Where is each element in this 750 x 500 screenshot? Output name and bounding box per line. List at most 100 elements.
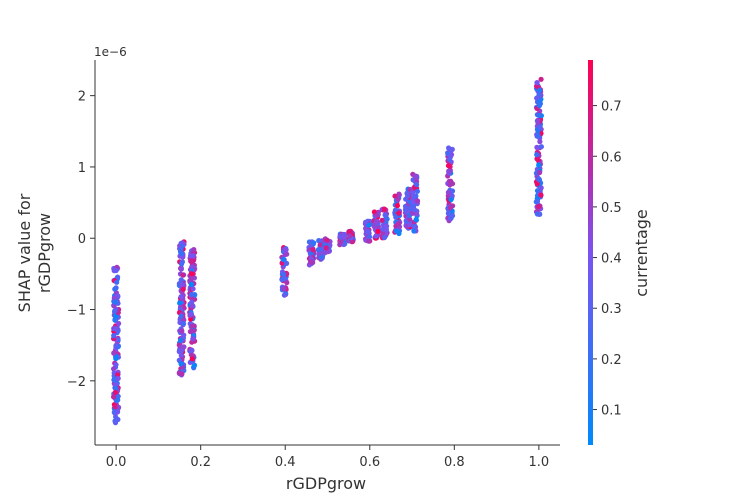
scatter-point <box>537 211 543 217</box>
y-axis-ticks: 2 1 0 −1 −2 <box>67 90 95 390</box>
colorbar-tick-label: 0.5 <box>601 201 622 216</box>
scatter-point <box>534 156 540 162</box>
scatter-point <box>536 112 542 118</box>
scatter-point <box>111 333 117 339</box>
x-tick-label: 1.0 <box>529 455 550 470</box>
scatter-point <box>188 311 194 317</box>
scatter-point <box>281 256 287 262</box>
scatter-point <box>393 214 399 220</box>
x-tick-label: 0.8 <box>444 455 465 470</box>
scatter-point <box>191 362 198 368</box>
x-tick-label: 0.0 <box>106 455 127 470</box>
scatter-point <box>115 375 121 381</box>
scatter-point <box>316 246 322 253</box>
scatter-point <box>412 173 418 179</box>
y-tick-label: 2 <box>78 90 86 105</box>
scatter-point <box>112 317 118 323</box>
scatter-point <box>179 371 185 377</box>
scatter-point <box>188 281 194 287</box>
scatter-point <box>534 198 540 204</box>
scatter-point <box>281 286 287 292</box>
scatter-point <box>112 308 118 314</box>
colorbar-tick-label: 0.3 <box>601 302 622 317</box>
scatter-point <box>381 206 387 212</box>
scatter-point <box>115 397 121 403</box>
scatter-point <box>190 286 196 292</box>
scatter-point <box>534 144 540 150</box>
scatter-point <box>317 242 323 248</box>
scatter-point <box>445 163 452 169</box>
scatter-point <box>112 286 118 292</box>
scatter-point <box>445 210 451 216</box>
y-axis-label-line2: rGDPgrow <box>35 213 54 293</box>
scatter-point <box>537 87 543 93</box>
scatter-point <box>537 139 543 145</box>
scatter-point <box>284 280 290 286</box>
scatter-point <box>189 303 195 309</box>
scatter-point <box>115 274 121 280</box>
scatter-point <box>308 259 314 265</box>
scatter-point <box>405 193 411 199</box>
scatter-point <box>115 409 121 415</box>
scatter-point <box>284 251 290 257</box>
scatter-point <box>178 247 184 253</box>
x-tick-label: 0.6 <box>359 455 380 470</box>
scatter-point <box>449 146 455 152</box>
scatter-point <box>178 313 184 319</box>
scatter-point <box>535 132 541 138</box>
scatter-point <box>279 276 285 283</box>
scatter-point <box>414 211 420 217</box>
scatter-point <box>324 237 330 243</box>
scatter-point <box>111 268 117 274</box>
scatter-point <box>414 182 420 188</box>
scatter-point <box>396 210 402 216</box>
x-tick-label: 0.4 <box>275 455 296 470</box>
scatter-point <box>412 223 418 230</box>
scatter-point <box>113 343 119 349</box>
scatter-point <box>189 299 195 305</box>
scatter-point <box>534 181 540 187</box>
scatter-point <box>365 229 371 235</box>
scatter-point <box>374 212 380 218</box>
scatter-point <box>373 219 379 225</box>
colorbar-tick-label: 0.2 <box>601 353 622 368</box>
scatter-point <box>111 394 117 400</box>
scatter-point <box>447 205 453 211</box>
scatter-point <box>281 271 287 278</box>
scatter-point <box>395 221 401 227</box>
scatter-point <box>116 320 122 327</box>
scatter-point <box>311 240 317 246</box>
scatter-point <box>447 182 453 188</box>
scatter-point <box>310 247 316 253</box>
scatter-point <box>113 326 119 332</box>
scatter-point <box>180 321 187 327</box>
scatter-point <box>536 177 543 183</box>
y-tick-label: −2 <box>67 375 86 390</box>
scatter-point <box>190 253 196 259</box>
scatter-point <box>179 328 185 334</box>
scatter-point <box>191 323 197 329</box>
scatter-point <box>373 233 379 239</box>
scatter-point <box>111 295 117 301</box>
scatter-point <box>316 251 322 257</box>
y-tick-label: 1 <box>78 161 86 176</box>
y-offset-label: 1e−6 <box>94 45 127 59</box>
colorbar <box>588 60 593 445</box>
scatter-point <box>375 228 381 234</box>
y-tick-label: −1 <box>67 304 86 319</box>
scatter-point <box>535 117 541 123</box>
scatter-point <box>396 191 402 197</box>
x-axis-label: rGDPgrow <box>286 474 366 493</box>
scatter-point <box>448 197 454 203</box>
scatter-point <box>189 291 195 297</box>
scatter-point <box>284 260 290 266</box>
scatter-point <box>114 279 120 285</box>
scatter-point <box>382 212 388 218</box>
x-axis-ticks: 0.0 0.2 0.4 0.6 0.8 1.0 <box>106 445 549 470</box>
scatter-point <box>112 404 118 410</box>
scatter-point <box>379 217 385 223</box>
scatter-point <box>445 189 451 195</box>
scatter-point <box>536 103 543 109</box>
scatter-point <box>394 203 400 209</box>
x-tick-label: 0.2 <box>190 455 211 470</box>
